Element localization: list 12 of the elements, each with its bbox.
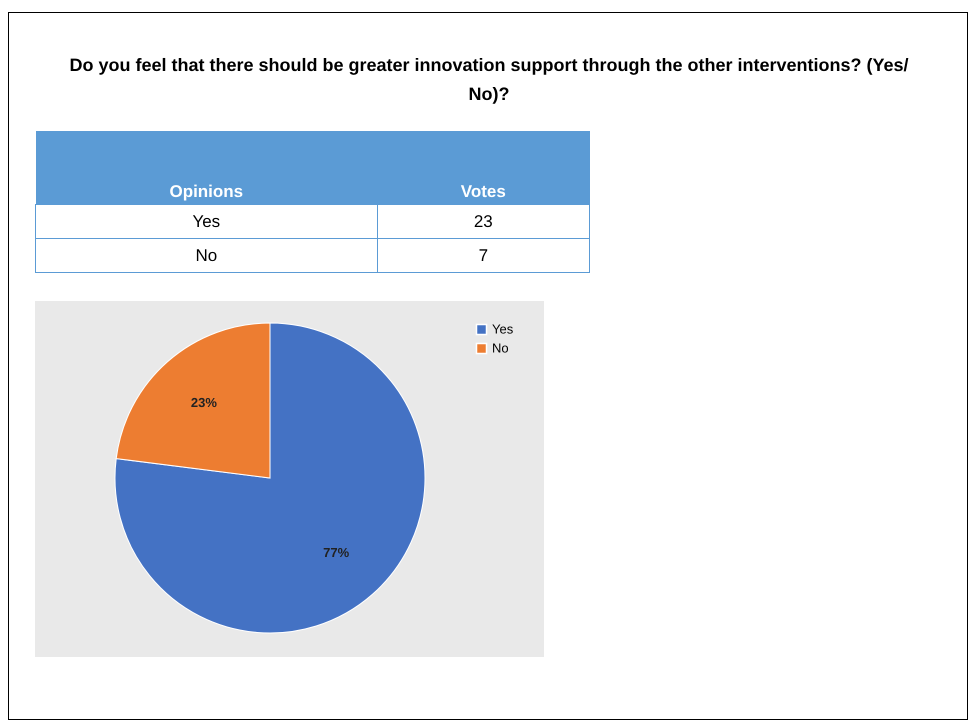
data-label: 77% [323,545,350,560]
legend-label: Yes [492,322,514,337]
data-label: 7 [377,238,590,273]
text: Do you feel that there should be greater innovation support through the other interventions? (Yes/ No)? [68,54,910,106]
data-label: 23 [377,204,590,239]
legend-label: No [492,340,509,356]
category-label: Yes [36,204,378,239]
data-label: 23% [190,395,218,410]
pie-slice [114,322,426,634]
text: Votes [377,130,590,205]
text: Opinions [36,130,378,205]
category-label: No [36,238,378,273]
